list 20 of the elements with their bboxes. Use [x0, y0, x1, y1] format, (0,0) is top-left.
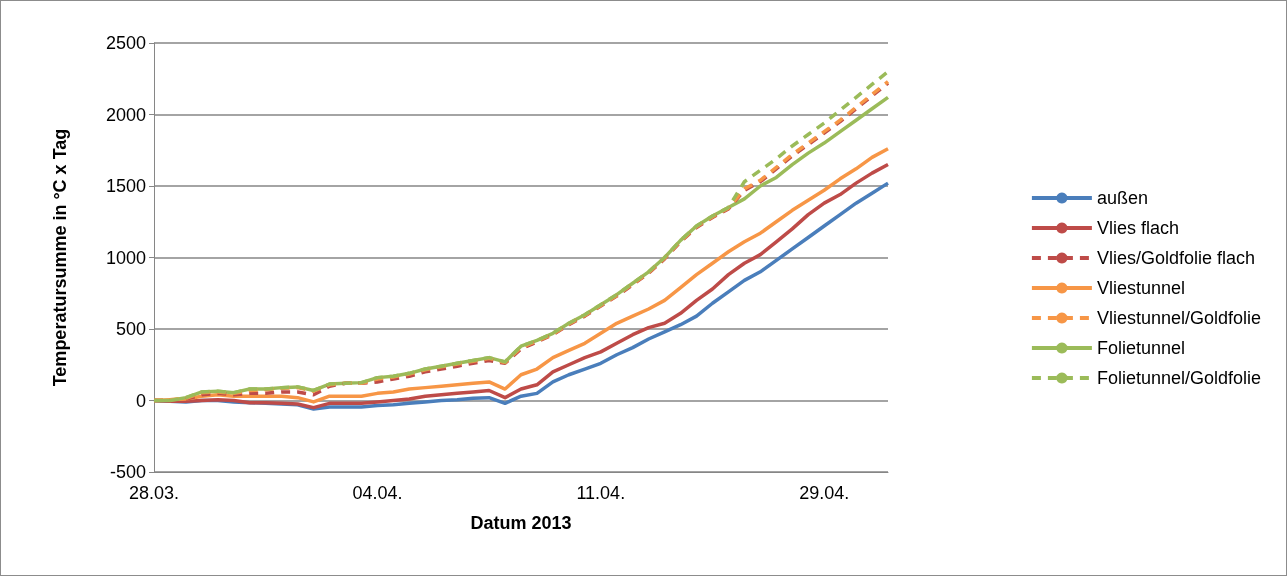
legend-label: Vliestunnel/Goldfolie [1096, 308, 1262, 328]
legend-label: Vlies flach [1096, 218, 1179, 238]
y-tick-label: -500 [109, 462, 146, 482]
legend-label: Vlies/Goldfolie flach [1096, 248, 1255, 268]
y-tick-label: 1500 [105, 176, 146, 196]
legend-label: Vliestunnel [1096, 278, 1185, 298]
y-tick-label: 2000 [105, 104, 146, 125]
y-tick-label: 500 [115, 319, 146, 339]
x-tick-label: 29.04. [799, 483, 850, 503]
legend-label: außen [1096, 188, 1148, 208]
y-tick-label: 0 [135, 390, 146, 411]
y-axis-title: Temperatursumme in °C x Tag [50, 128, 70, 387]
x-tick-label: 04.04. [352, 483, 403, 503]
legend-label: Folietunnel [1096, 338, 1185, 358]
x-tick-label: 28.03. [128, 483, 180, 503]
legend-label: Folietunnel/Goldfolie [1096, 368, 1262, 388]
x-tick-label: 11.04. [576, 483, 626, 503]
y-tick-label: 1000 [105, 247, 146, 268]
y-tick-label: 2500 [105, 33, 146, 53]
x-axis-title: Datum 2013 [470, 513, 572, 533]
